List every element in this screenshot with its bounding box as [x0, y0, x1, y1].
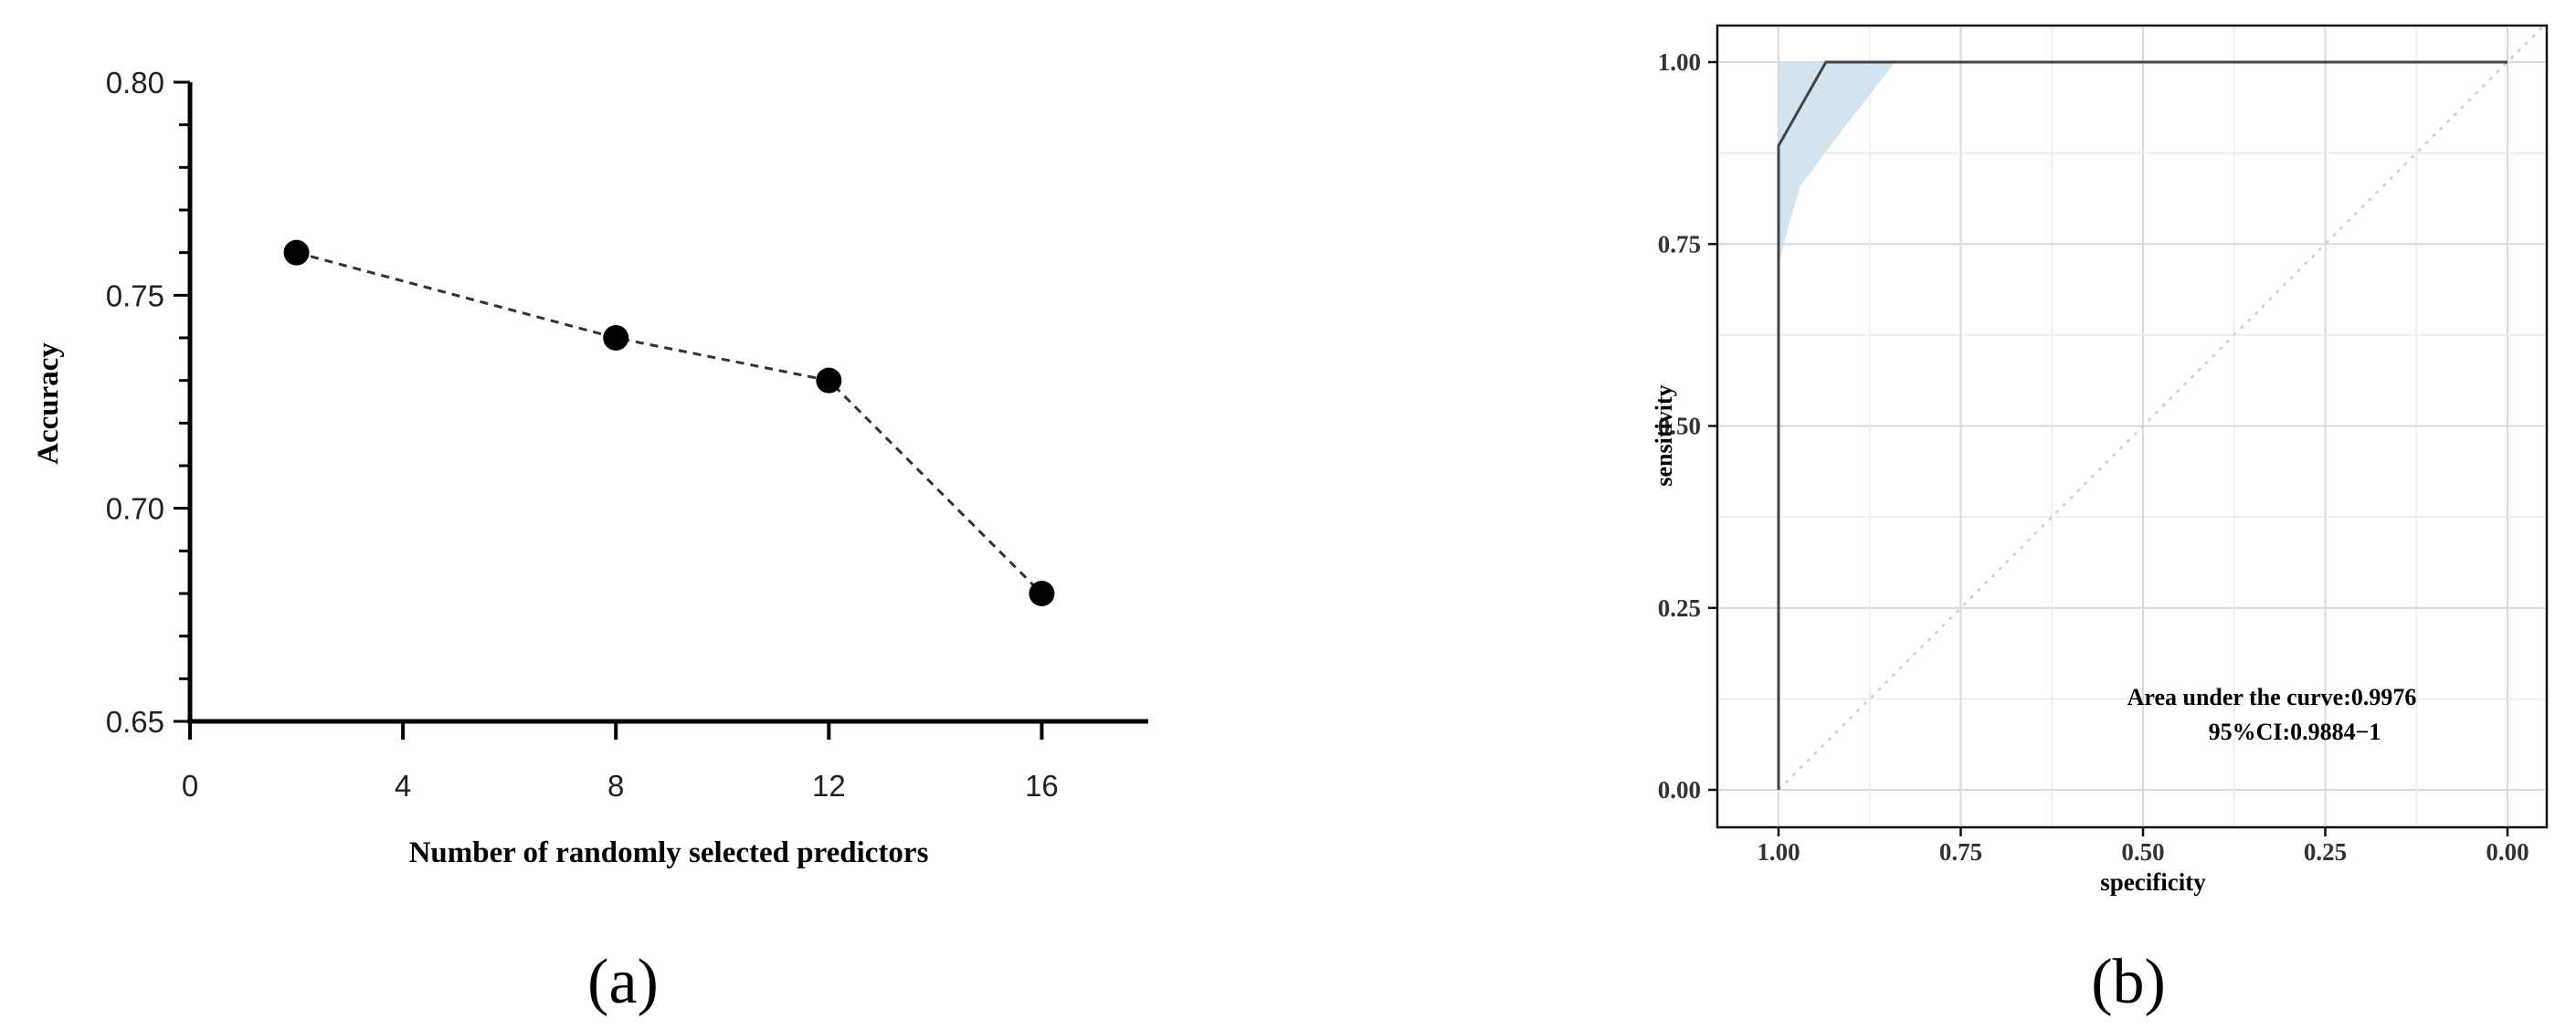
panel-b-x-tick-label: 0.25 [2304, 838, 2347, 866]
panel-a-y-ticks: 0.65 0.70 0.75 0.80 [106, 66, 190, 739]
panel-a-data-point [283, 239, 310, 266]
panel-b-y-ticks: 0.00 0.25 0.50 0.75 1.00 [1658, 48, 1717, 804]
panel-a-label: (a) [587, 947, 659, 1017]
panel-b-x-ticks: 1.00 0.75 0.50 0.25 0.00 [1757, 827, 2529, 866]
panel-a-x-tick-label: 16 [1025, 769, 1059, 803]
panel-a-x-tick-label: 4 [395, 769, 411, 803]
panel-a-markers [283, 239, 1055, 606]
panel-a-x-tick-label: 0 [182, 769, 198, 803]
panel-b-label: (b) [2091, 947, 2166, 1017]
panel-b-y-tick-label: 0.75 [1658, 230, 1701, 258]
panel-b-auc-annotation: Area under the curve:0.9976 [2127, 684, 2417, 710]
panel-b-x-tick-label: 0.00 [2486, 838, 2528, 866]
panel-b-confidence-band [1779, 62, 2507, 267]
panel-b-y-tick-label: 0.50 [1658, 413, 1701, 440]
panel-a-y-tick-label: 0.70 [106, 492, 164, 526]
panel-a: 0.65 0.70 0.75 0.80 0 4 8 12 16 Number of rando… [32, 66, 1148, 1017]
panel-b-ci-annotation: 95%CI:0.9884−1 [2209, 719, 2381, 745]
panel-a-data-point [1029, 581, 1055, 606]
panel-b-x-tick-label: 0.50 [2121, 838, 2164, 866]
panel-b-y-tick-label: 1.00 [1658, 48, 1701, 76]
panel-b-x-tick-label: 0.75 [1939, 838, 1982, 866]
panel-b: 1.00 0.75 0.50 0.25 0.00 0.000.250.500.751.0… [1651, 24, 2549, 1017]
panel-a-x-tick-label: 12 [812, 769, 846, 803]
panel-a-x-ticks: 0 4 8 12 16 [182, 721, 1059, 803]
panel-a-y-axis-label: Accuracy [32, 342, 65, 465]
panel-b-y-tick-label: 0.00 [1658, 776, 1701, 804]
panel-a-y-tick-label: 0.75 [106, 279, 164, 312]
panel-b-x-axis-label: specificity [2100, 868, 2206, 896]
panel-b-y-tick-label: 0.25 [1658, 594, 1701, 622]
panel-b-reference-line [1778, 25, 2545, 791]
panel-b-y-axis-label: sensitivity [1651, 384, 1677, 486]
panel-b-roc-curve [1777, 60, 2507, 790]
panel-b-x-tick-label: 1.00 [1757, 838, 1800, 866]
panel-a-data-point [603, 325, 629, 351]
panel-a-y-tick-label: 0.65 [106, 705, 164, 739]
panel-a-x-axis-label: Number of randomly selected predictors [409, 836, 929, 869]
panel-a-data-point [816, 367, 842, 394]
panel-a-x-tick-label: 8 [607, 769, 624, 803]
panel-a-dashed-line [296, 251, 1043, 595]
panel-a-y-tick-label: 0.80 [106, 66, 164, 100]
